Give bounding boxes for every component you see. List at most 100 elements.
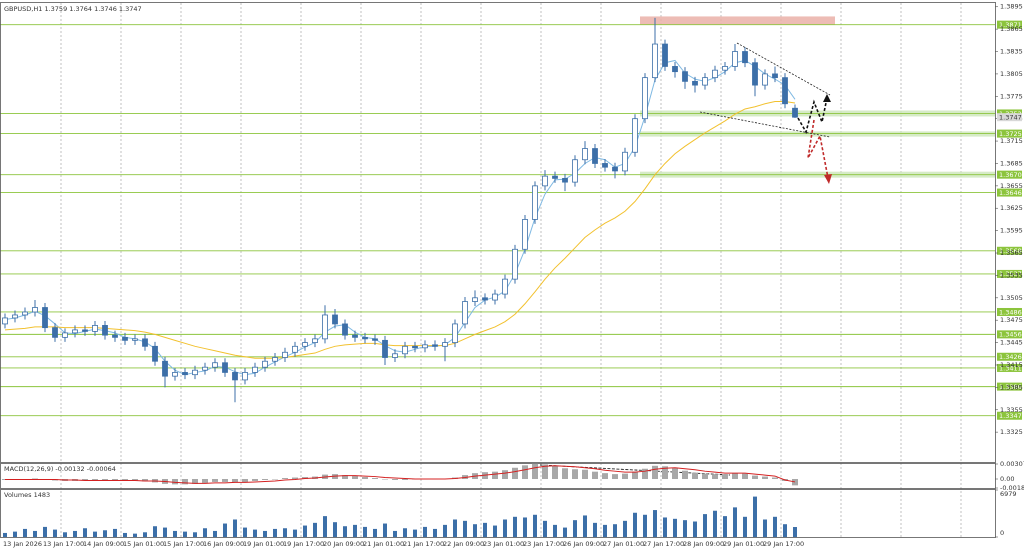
candle-body xyxy=(32,307,38,313)
macd-frame xyxy=(0,463,996,489)
level-tag xyxy=(997,246,1022,255)
volume-bar xyxy=(193,532,197,537)
volume-bar xyxy=(23,528,27,537)
y-tick-label: 1.3625 xyxy=(1000,204,1023,212)
candle-body xyxy=(422,344,428,349)
macd-bar xyxy=(142,479,148,482)
macd-bar xyxy=(662,466,668,480)
volume-bar xyxy=(93,531,97,537)
candle-body xyxy=(252,366,258,373)
candle-body xyxy=(662,43,668,67)
level-label: 1.3646 xyxy=(999,189,1022,197)
signal-line xyxy=(5,465,796,484)
candle-body xyxy=(42,307,48,329)
x-tick-label: 16 Jan 09:00 xyxy=(203,540,244,548)
x-tick-label: 19 Jan 17:00 xyxy=(283,540,324,548)
x-tick-label: 21 Jan 01:00 xyxy=(363,540,404,548)
volume-bar xyxy=(453,519,457,537)
y-tick-label: 1.3325 xyxy=(1000,428,1023,436)
candle-body xyxy=(322,314,328,340)
volume-bar xyxy=(443,524,447,537)
level-label: 1.3386 xyxy=(999,383,1022,391)
volume-bar xyxy=(383,523,387,537)
macd-bar xyxy=(292,477,298,480)
candle-body xyxy=(282,351,288,358)
volume-bar xyxy=(333,522,337,537)
level-label: 1.3347 xyxy=(999,412,1022,420)
macd-bar xyxy=(172,479,178,485)
chart-title: GBPUSD,H1 1.3759 1.3764 1.3746 1.3747 xyxy=(4,5,142,13)
x-tick-label: 27 Jan 17:00 xyxy=(643,540,684,548)
volume-bar xyxy=(643,514,647,537)
y-tick-label: 1.3445 xyxy=(1000,339,1023,347)
macd-bar xyxy=(552,465,558,480)
volume-frame xyxy=(0,489,996,538)
macd-bar xyxy=(502,470,508,480)
candle-body xyxy=(262,360,268,368)
candle-body xyxy=(62,332,68,338)
macd-bar xyxy=(352,476,358,480)
candle-body xyxy=(452,323,458,343)
level-label: 1.3486 xyxy=(999,308,1022,316)
macd-bar xyxy=(672,468,678,480)
candle-body xyxy=(462,301,468,325)
volume-bar xyxy=(413,529,417,537)
volume-bar xyxy=(393,530,397,537)
volume-title: Volumes 1483 xyxy=(4,491,50,499)
macd-bar xyxy=(572,469,578,480)
candle-body xyxy=(22,311,28,316)
y-tick-label: 1.3355 xyxy=(1000,406,1023,414)
macd-bar xyxy=(532,463,538,480)
time-grid xyxy=(60,3,962,537)
y-tick-label: 1.3475 xyxy=(1000,316,1023,324)
level-label: 1.3456 xyxy=(999,331,1022,339)
volume-bar xyxy=(83,528,87,537)
candle-body xyxy=(192,369,198,376)
candle-body xyxy=(52,327,58,338)
volume-bar xyxy=(673,518,677,537)
candle-body xyxy=(292,345,298,353)
macd-bar xyxy=(522,465,528,480)
volume-bar xyxy=(3,532,7,537)
macd-bar xyxy=(692,472,698,480)
x-tick-label: 19 Jan 01:00 xyxy=(243,540,284,548)
candle-body xyxy=(622,151,628,172)
macd-bar xyxy=(652,465,658,480)
candle-body xyxy=(312,338,318,343)
volume-bar xyxy=(723,516,727,537)
macd-bar xyxy=(722,474,728,480)
x-tick-label: 29 Jan 01:00 xyxy=(723,540,764,548)
macd-bar xyxy=(272,479,278,480)
volume-bar xyxy=(293,529,297,537)
candle-body xyxy=(152,345,158,362)
macd-bar xyxy=(612,474,618,480)
candle-body xyxy=(722,66,728,71)
volume-bar xyxy=(533,514,537,537)
candle-body xyxy=(242,372,248,381)
volume-bar xyxy=(573,520,577,537)
candle-body xyxy=(472,297,478,302)
macd-bar xyxy=(372,478,378,480)
macd-bar xyxy=(772,477,778,480)
volume-bar xyxy=(653,510,657,537)
volume-bar xyxy=(603,524,607,537)
candle-body xyxy=(142,338,148,347)
macd-bar xyxy=(762,476,768,480)
candle-body xyxy=(692,80,698,86)
candle-body xyxy=(12,314,18,319)
x-tick-label: 26 Jan 09:00 xyxy=(563,540,604,548)
candle-body xyxy=(112,334,118,338)
candle-body xyxy=(302,342,308,347)
volume-bar xyxy=(213,530,217,537)
level-label: 1.3426 xyxy=(999,353,1022,361)
volume-bar xyxy=(793,527,797,537)
macd-bar xyxy=(112,479,118,481)
volume-bar xyxy=(553,524,557,537)
level-tag xyxy=(997,382,1022,391)
volume-bar xyxy=(173,530,177,537)
volume-bar xyxy=(683,520,687,537)
candle-body xyxy=(482,297,488,301)
y-tick-label: 1.3775 xyxy=(1000,92,1023,100)
projection-down xyxy=(807,119,829,179)
